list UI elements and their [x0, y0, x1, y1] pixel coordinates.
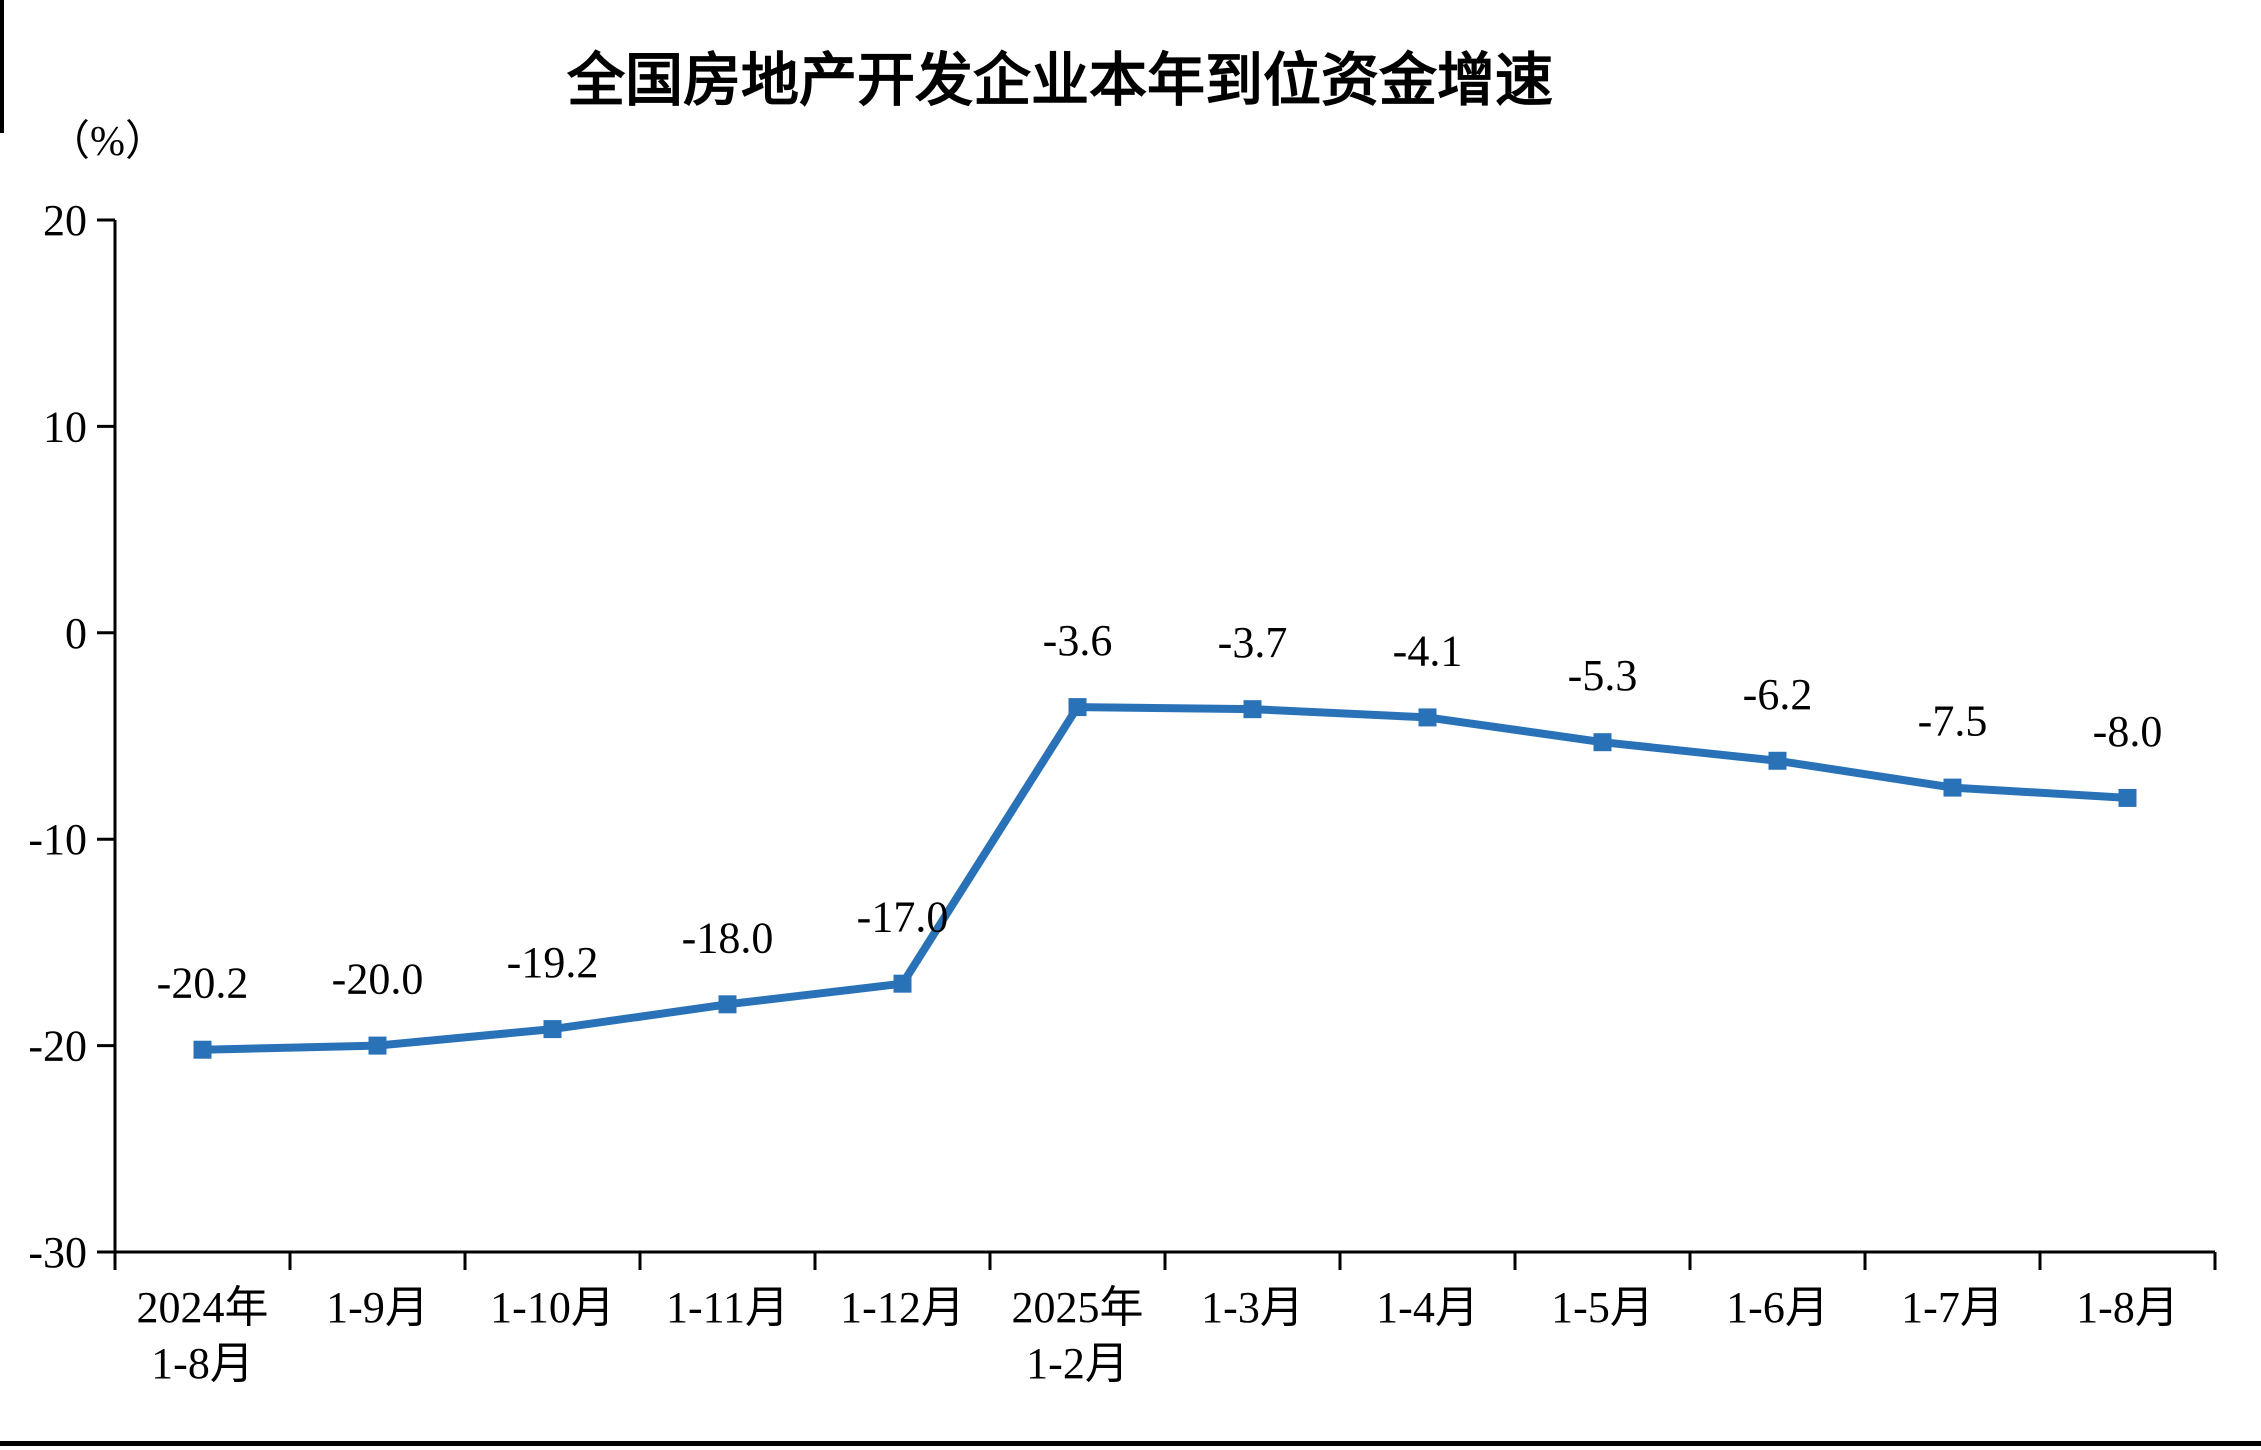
x-axis-category-label: 1-9月 — [326, 1283, 429, 1332]
x-axis-category-label: 1-7月 — [1901, 1283, 2004, 1332]
page-left-edge-mark — [0, 0, 4, 133]
y-axis-tick-label: -20 — [28, 1022, 87, 1071]
data-point-label: -18.0 — [682, 913, 774, 962]
chart-title: 全国房地产开发企业本年到位资金增速 — [566, 48, 1553, 113]
x-axis-category-label: 1-8月 — [2076, 1283, 2179, 1332]
data-point-marker — [718, 995, 737, 1014]
x-axis-category-label: 1-11月 — [666, 1283, 789, 1332]
data-point-label: -7.5 — [1918, 697, 1988, 746]
series-line — [198, 703, 2132, 1054]
y-axis-tick-label: -10 — [28, 815, 87, 864]
data-point-marker — [893, 974, 912, 993]
data-point-marker — [193, 1040, 212, 1059]
x-axis-category-label: 1-12月 — [840, 1283, 965, 1332]
data-point-label: -5.3 — [1568, 651, 1638, 700]
x-axis-category-label: 2025年 1-2月 — [1012, 1283, 1144, 1388]
data-point-label: -3.6 — [1043, 616, 1113, 665]
y-axis-tick-label: 10 — [43, 402, 87, 451]
data-point-label: -17.0 — [857, 893, 949, 942]
data-point-marker — [543, 1020, 562, 1039]
y-axis-unit-label: （%） — [48, 119, 167, 165]
data-point-label: -8.0 — [2093, 707, 2163, 756]
y-axis-tick-label: 0 — [65, 609, 87, 658]
chart-plot-area: 20 10 0 -10 -20 -30 2024年 1-8月 1-9月 1-10月 1-11月 1-1… — [28, 196, 2217, 1388]
data-point-marker — [368, 1036, 387, 1055]
data-point-label: -20.2 — [157, 959, 249, 1008]
data-point-marker — [1243, 700, 1262, 719]
page-bottom-rule — [0, 1441, 2261, 1446]
data-point-label: -6.2 — [1743, 670, 1813, 719]
x-axis-category-label: 2024年 1-8月 — [137, 1283, 269, 1388]
x-axis-category-label: 1-10月 — [490, 1283, 615, 1332]
data-point-marker — [1943, 778, 1962, 797]
data-point-label: -4.1 — [1393, 626, 1463, 675]
x-axis-category-label: 1-4月 — [1376, 1283, 1479, 1332]
y-axis-tick-label: 20 — [43, 196, 87, 245]
data-point-marker — [1418, 708, 1437, 727]
x-axis-category-label: 1-5月 — [1551, 1283, 1654, 1332]
data-point-marker — [1593, 733, 1612, 752]
data-point-label: -19.2 — [507, 938, 599, 987]
data-point-marker — [1768, 751, 1787, 770]
data-point-label: -3.7 — [1218, 618, 1288, 667]
y-axis-tick-label: -30 — [28, 1228, 87, 1277]
data-point-marker — [2118, 788, 2137, 807]
data-point-label: -20.0 — [332, 955, 424, 1004]
data-point-marker — [1068, 698, 1087, 717]
x-axis-category-label: 1-6月 — [1726, 1283, 1829, 1332]
x-axis-category-label: 1-3月 — [1201, 1283, 1304, 1332]
